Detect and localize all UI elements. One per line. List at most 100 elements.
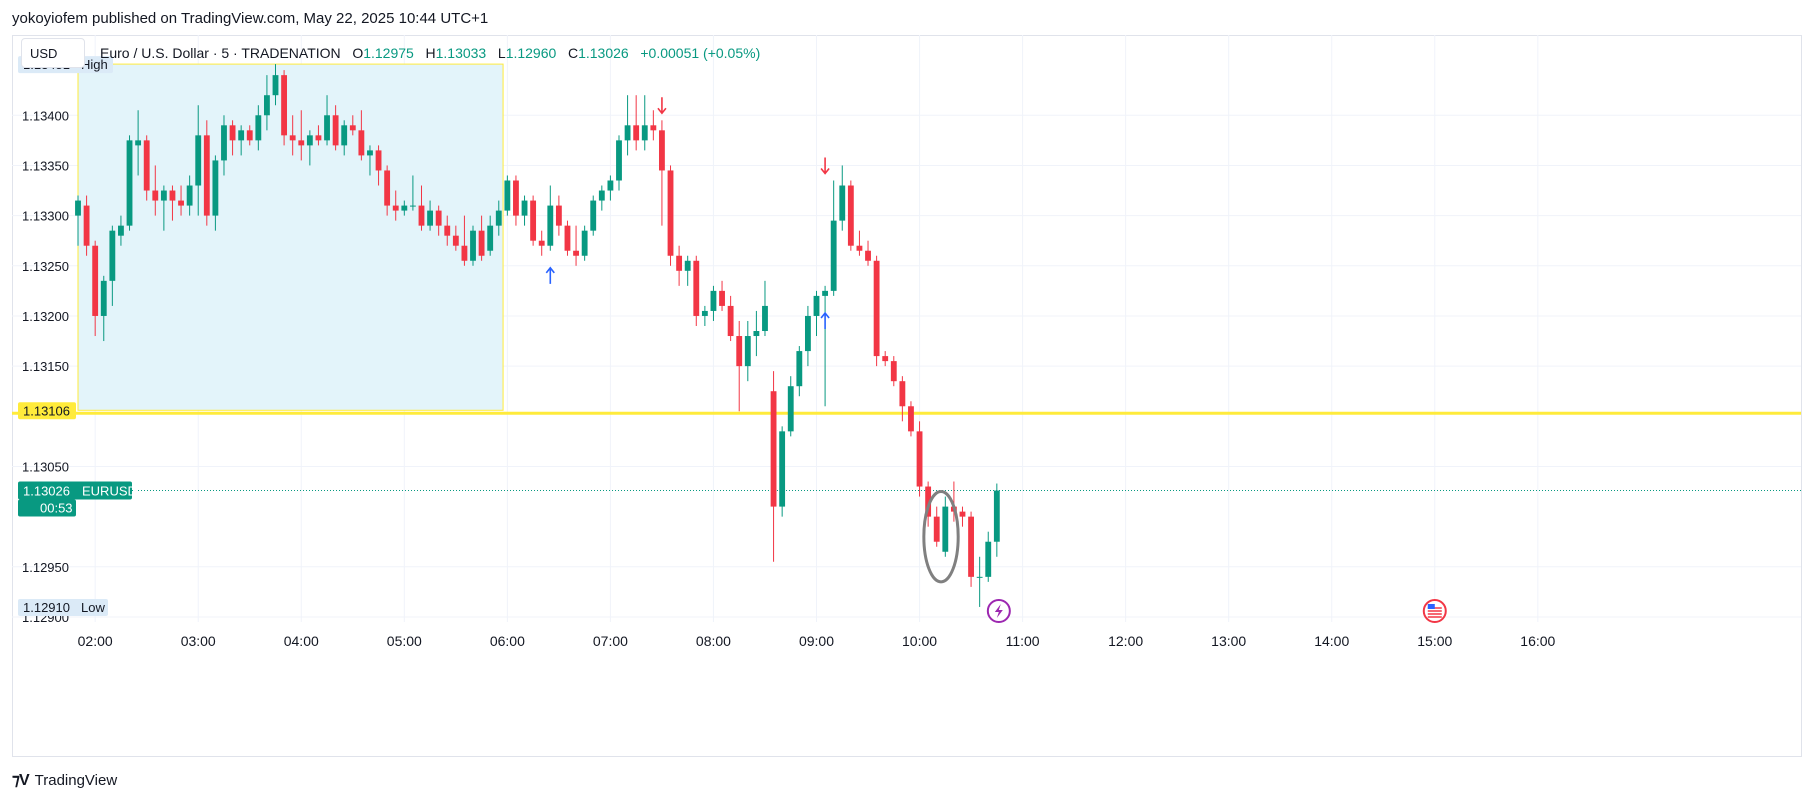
- candle-body[interactable]: [126, 140, 133, 226]
- candle-body[interactable]: [461, 245, 468, 261]
- candle-body[interactable]: [530, 200, 537, 241]
- candle-body[interactable]: [324, 115, 330, 141]
- candle-body[interactable]: [993, 490, 1000, 542]
- candle-body[interactable]: [495, 210, 502, 226]
- candle-body[interactable]: [590, 200, 597, 231]
- candle-body[interactable]: [306, 135, 313, 146]
- candle-body[interactable]: [341, 125, 348, 146]
- candle-body[interactable]: [693, 260, 700, 316]
- candle-body[interactable]: [701, 310, 708, 316]
- footer-brand[interactable]: ⁊V TradingView: [12, 770, 117, 790]
- candle-body[interactable]: [195, 135, 202, 186]
- candle-body[interactable]: [753, 331, 760, 337]
- candle-body[interactable]: [942, 506, 949, 552]
- candle-body[interactable]: [624, 125, 631, 141]
- candle-body[interactable]: [676, 255, 683, 271]
- candle-body[interactable]: [598, 190, 605, 201]
- candle-body[interactable]: [667, 170, 674, 256]
- candle-body[interactable]: [100, 280, 107, 316]
- candle-body[interactable]: [238, 130, 245, 141]
- candle-body[interactable]: [384, 170, 391, 206]
- candle-body[interactable]: [908, 406, 914, 432]
- candle-body[interactable]: [178, 200, 184, 206]
- candle-body[interactable]: [212, 160, 219, 216]
- candle-body[interactable]: [564, 225, 571, 251]
- candle-body[interactable]: [521, 200, 528, 216]
- candle-body[interactable]: [169, 190, 176, 201]
- candle-body[interactable]: [873, 260, 880, 357]
- candle-body[interactable]: [229, 125, 236, 141]
- candle-body[interactable]: [246, 130, 253, 141]
- candle-body[interactable]: [152, 190, 159, 201]
- candle-body[interactable]: [349, 125, 356, 131]
- candle-body[interactable]: [109, 230, 116, 281]
- candle-body[interactable]: [959, 511, 966, 517]
- candle-body[interactable]: [538, 240, 545, 246]
- candle-body[interactable]: [607, 180, 614, 191]
- candle-body[interactable]: [367, 150, 373, 156]
- candle-body[interactable]: [822, 290, 829, 296]
- candle-body[interactable]: [779, 431, 786, 507]
- candle-body[interactable]: [118, 225, 124, 236]
- candle-body[interactable]: [418, 205, 425, 226]
- candle-body[interactable]: [796, 351, 803, 387]
- candle-body[interactable]: [504, 180, 511, 211]
- candle-body[interactable]: [444, 225, 451, 236]
- candle-body[interactable]: [83, 205, 90, 246]
- candle-body[interactable]: [744, 336, 751, 367]
- candle-body[interactable]: [581, 230, 588, 256]
- candle-body[interactable]: [75, 200, 81, 216]
- candle-body[interactable]: [684, 260, 691, 271]
- candle-body[interactable]: [813, 295, 820, 316]
- candle-body[interactable]: [710, 290, 717, 311]
- candle-body[interactable]: [547, 205, 554, 246]
- candle-body[interactable]: [616, 140, 622, 181]
- candle-body[interactable]: [272, 75, 279, 96]
- candle-body[interactable]: [839, 185, 846, 221]
- candle-body[interactable]: [135, 140, 142, 146]
- candle-body[interactable]: [787, 386, 794, 432]
- candle-body[interactable]: [659, 130, 665, 171]
- candle-body[interactable]: [882, 356, 889, 362]
- candle-body[interactable]: [804, 315, 811, 352]
- candle-body[interactable]: [92, 245, 99, 316]
- candle-body[interactable]: [736, 336, 743, 367]
- candle-body[interactable]: [221, 125, 227, 161]
- candle-body[interactable]: [976, 576, 983, 578]
- candle-body[interactable]: [641, 125, 648, 141]
- candle-body[interactable]: [916, 431, 923, 487]
- candle-body[interactable]: [573, 250, 579, 256]
- ellipse-annotation[interactable]: [922, 490, 960, 584]
- candle-body[interactable]: [160, 190, 167, 201]
- candle-body[interactable]: [487, 225, 494, 251]
- candle-body[interactable]: [186, 185, 193, 206]
- candle-body[interactable]: [298, 140, 305, 146]
- candle-body[interactable]: [281, 75, 288, 136]
- candle-body[interactable]: [719, 290, 725, 306]
- candle-body[interactable]: [856, 245, 863, 251]
- candle-body[interactable]: [409, 205, 416, 207]
- candle-body[interactable]: [633, 125, 640, 141]
- candle-body[interactable]: [933, 516, 940, 542]
- candle-body[interactable]: [263, 95, 270, 116]
- candle-body[interactable]: [478, 230, 485, 256]
- candle-body[interactable]: [358, 130, 365, 156]
- candle-body[interactable]: [727, 305, 734, 337]
- candle-body[interactable]: [435, 210, 442, 226]
- candle-body[interactable]: [315, 135, 322, 141]
- candle-body[interactable]: [847, 185, 854, 246]
- candle-body[interactable]: [890, 361, 897, 382]
- candle-body[interactable]: [899, 381, 906, 407]
- symbol-name[interactable]: Euro / U.S. Dollar · 5 · TRADENATION: [100, 45, 341, 61]
- candle-body[interactable]: [289, 135, 296, 141]
- candle-body[interactable]: [650, 125, 657, 131]
- candle-body[interactable]: [865, 250, 871, 261]
- candle-body[interactable]: [830, 220, 837, 291]
- candle-body[interactable]: [452, 235, 459, 246]
- candle-body[interactable]: [255, 115, 262, 141]
- candle-body[interactable]: [470, 230, 476, 261]
- candle-body[interactable]: [427, 210, 433, 226]
- chart-pane[interactable]: [12, 35, 1802, 757]
- candle-body[interactable]: [925, 486, 932, 517]
